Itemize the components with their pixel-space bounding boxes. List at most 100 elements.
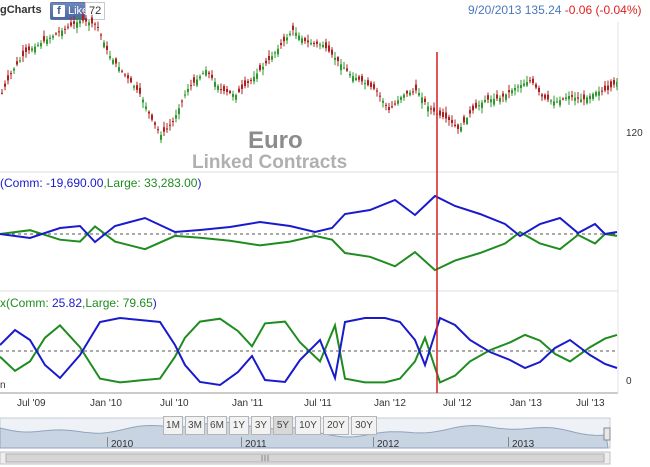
range-button-5y[interactable]: 5Y	[273, 416, 293, 435]
price-candle-body	[208, 72, 210, 74]
price-candle-body	[157, 129, 159, 131]
price-candle-body	[184, 94, 186, 96]
price-candle-body	[556, 101, 558, 103]
price-candle-body	[10, 73, 12, 75]
price-candle-body	[199, 76, 201, 79]
price-candle-body	[37, 44, 39, 46]
price-candle-body	[406, 90, 408, 94]
price-candle-body	[361, 76, 363, 82]
price-candle-body	[403, 94, 405, 98]
x-axis-label: Jul '12	[443, 398, 472, 409]
price-candle-body	[304, 38, 306, 42]
range-button-6m[interactable]: 6M	[207, 416, 227, 435]
price-candle-body	[268, 55, 270, 60]
price-candle-body	[331, 49, 333, 55]
price-candle-body	[517, 86, 519, 88]
price-candle-body	[205, 70, 207, 76]
price-candle-body	[541, 94, 543, 97]
price-candle-body	[79, 20, 81, 24]
panel3-large-line	[0, 317, 618, 384]
price-candle-body	[151, 114, 153, 120]
price-candle-body	[292, 25, 294, 30]
price-candle-body	[520, 85, 522, 89]
panel3-axis-label: 0	[626, 376, 632, 387]
price-candle-body	[103, 42, 105, 48]
panel2-large-prefix: ,Large:	[103, 176, 145, 190]
price-candle-body	[94, 23, 96, 25]
price-candle-body	[259, 65, 261, 71]
price-candle-body	[88, 22, 90, 26]
price-candle-body	[478, 105, 480, 107]
price-candle-body	[427, 106, 429, 112]
price-candle-body	[583, 94, 585, 100]
price-candle-body	[328, 45, 330, 52]
price-candles	[1, 12, 618, 143]
panel2-lines	[0, 194, 618, 272]
price-candle-body	[493, 98, 495, 105]
price-candle-body	[526, 82, 528, 86]
quote-date: 9/20/2013	[468, 3, 522, 17]
price-candle-body	[112, 59, 114, 64]
price-candle-body	[217, 86, 219, 90]
price-candle-body	[394, 103, 396, 105]
price-candle-body	[202, 73, 204, 75]
panel2-legend-prefix: (Comm:	[0, 176, 46, 190]
panel3-lines	[0, 316, 618, 387]
price-candle-body	[610, 81, 612, 88]
price-candle-body	[61, 30, 63, 37]
range-button-20y[interactable]: 20Y	[323, 416, 349, 435]
price-candle-body	[454, 124, 456, 126]
price-candle-body	[388, 107, 390, 110]
price-candle-body	[487, 95, 489, 100]
panel2-comm-value: -19,690.00	[46, 176, 104, 190]
price-candle-body	[595, 92, 597, 96]
price-candle-body	[109, 56, 111, 59]
price-candle-body	[82, 14, 84, 21]
price-candle-body	[28, 46, 30, 51]
price-candle-body	[532, 78, 534, 83]
panel3-comm-line	[0, 316, 618, 387]
price-candle-body	[58, 31, 60, 33]
price-candle-body	[298, 35, 300, 40]
price-candle-body	[397, 100, 399, 104]
price-candle-body	[415, 84, 417, 91]
price-candle-body	[322, 45, 324, 47]
price-candle-body	[19, 60, 21, 62]
price-candle-body	[127, 75, 129, 79]
panel2-legend-suffix: )	[197, 176, 202, 190]
price-candle-body	[505, 94, 507, 100]
panel3-large-prefix: ,Large:	[82, 296, 123, 310]
price-candle-body	[46, 39, 48, 45]
range-button-3y[interactable]: 3Y	[251, 416, 271, 435]
price-candle-body	[301, 38, 303, 43]
price-candle-body	[187, 88, 189, 92]
navigator-handle	[603, 427, 611, 441]
price-candle-body	[16, 61, 18, 65]
price-candle-body	[571, 95, 573, 97]
range-button-1y[interactable]: 1Y	[229, 416, 249, 435]
price-candle-body	[244, 80, 246, 86]
range-button-30y[interactable]: 30Y	[351, 416, 377, 435]
facebook-icon: f	[53, 5, 65, 17]
price-candle-body	[607, 85, 609, 90]
price-candle-body	[559, 100, 561, 106]
price-candle-body	[232, 94, 234, 97]
price-candle-body	[55, 33, 57, 35]
price-candle-body	[412, 91, 414, 93]
price-candle-body	[598, 91, 600, 96]
price-candle-body	[424, 98, 426, 102]
price-candle-body	[451, 119, 453, 123]
like-count: 72	[85, 2, 106, 20]
price-candle-body	[1, 92, 3, 94]
price-candle-body	[250, 79, 252, 81]
price-candle-body	[253, 76, 255, 82]
price-candle-body	[25, 47, 27, 52]
price-candle-body	[238, 88, 240, 92]
price-candle-body	[175, 115, 177, 119]
quote-price: 135.24	[524, 3, 562, 17]
range-button-10y[interactable]: 10Y	[295, 416, 321, 435]
range-button-1m[interactable]: 1M	[163, 416, 183, 435]
range-button-3m[interactable]: 3M	[185, 416, 205, 435]
price-candle-body	[472, 105, 474, 111]
